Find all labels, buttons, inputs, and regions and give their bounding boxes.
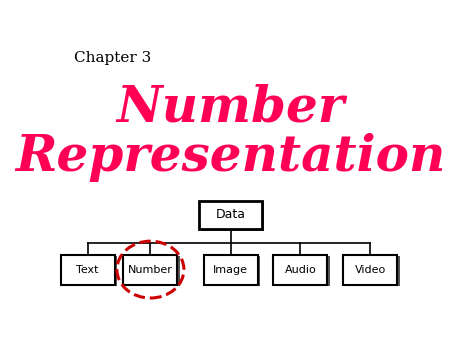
FancyBboxPatch shape — [206, 257, 260, 286]
FancyBboxPatch shape — [273, 255, 328, 285]
Text: Data: Data — [216, 209, 246, 221]
Text: Chapter 3: Chapter 3 — [74, 51, 151, 65]
Text: Representation: Representation — [15, 133, 446, 182]
FancyBboxPatch shape — [63, 257, 117, 286]
FancyBboxPatch shape — [199, 201, 262, 229]
FancyBboxPatch shape — [276, 257, 330, 286]
FancyBboxPatch shape — [126, 257, 180, 286]
FancyBboxPatch shape — [123, 255, 177, 285]
FancyBboxPatch shape — [203, 255, 258, 285]
Text: Number: Number — [128, 265, 173, 274]
Text: Number: Number — [117, 84, 345, 133]
FancyBboxPatch shape — [61, 255, 115, 285]
FancyBboxPatch shape — [202, 202, 265, 231]
Text: Image: Image — [213, 265, 248, 274]
FancyBboxPatch shape — [346, 257, 400, 286]
Text: Video: Video — [355, 265, 386, 274]
FancyBboxPatch shape — [343, 255, 397, 285]
Text: Text: Text — [76, 265, 99, 274]
Text: Audio: Audio — [284, 265, 316, 274]
